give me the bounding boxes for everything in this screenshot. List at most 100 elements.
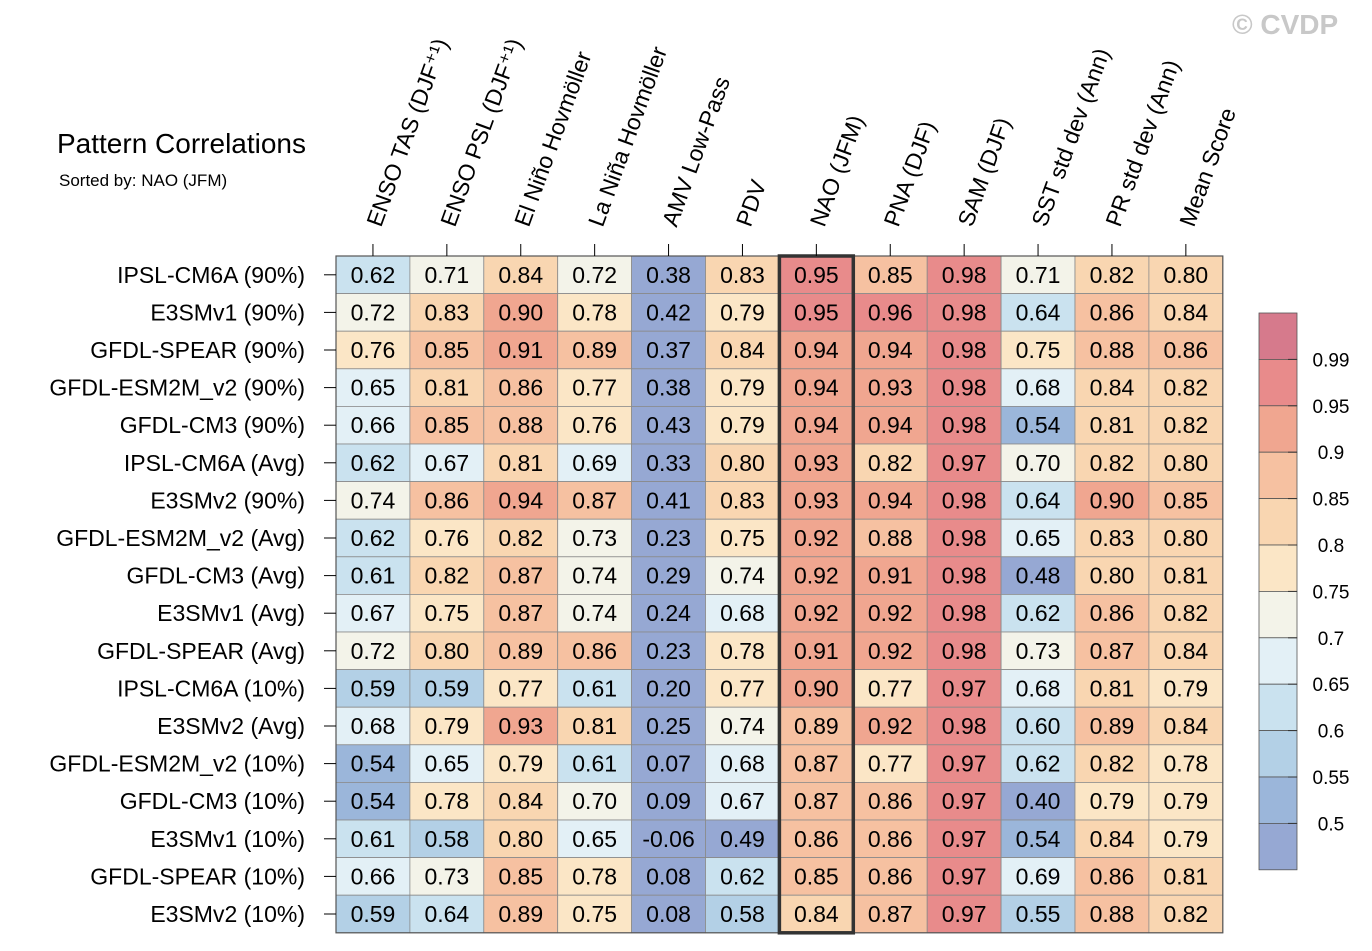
heatmap-cell: [483, 405, 559, 445]
cell-value-label: 0.89: [498, 638, 543, 664]
cell-value-label: 0.72: [351, 299, 396, 325]
heatmap-cell: [779, 330, 854, 370]
cell-value-label: 0.33: [646, 450, 691, 476]
cell-value-label: 0.88: [1090, 901, 1135, 927]
heatmap-cell: [557, 518, 633, 558]
heatmap-cell: [852, 594, 928, 633]
cell-value-label: 0.62: [351, 262, 396, 288]
cell-value-label: 0.41: [646, 487, 691, 513]
row-label: E3SMv2 (Avg): [157, 713, 305, 739]
cell-value-label: 0.62: [1016, 751, 1061, 777]
row-label: GFDL-CM3 (Avg): [127, 563, 306, 589]
cell-value-label: 0.69: [572, 450, 617, 476]
cell-value-label: 0.91: [498, 337, 543, 363]
column-label: ENSO TAS (DJF⁺¹): [361, 35, 453, 230]
row-label: E3SMv1 (10%): [150, 826, 305, 852]
heatmap-cell: [557, 293, 633, 332]
heatmap-cell: [557, 368, 633, 407]
heatmap-cell: [1000, 631, 1076, 670]
cell-value-label: 0.65: [424, 751, 469, 777]
heatmap-cell: [557, 556, 633, 595]
cell-value-label: 0.75: [1016, 337, 1061, 363]
heatmap-cell: [779, 405, 854, 445]
column-label: La Niña Hovmöller: [583, 43, 672, 230]
cell-value-label: 0.92: [794, 600, 839, 626]
colorbar-label: 0.85: [1313, 490, 1350, 511]
heatmap-cell: [557, 631, 633, 670]
cell-value-label: 0.64: [1016, 299, 1061, 325]
cell-value-label: 0.98: [942, 525, 987, 551]
cell-value-label: 0.67: [351, 600, 396, 626]
heatmap-cell: [852, 631, 928, 670]
heatmap-cell: [1000, 481, 1076, 520]
cell-value-label: 0.73: [1016, 638, 1061, 664]
heatmap-cell: [852, 894, 928, 934]
colorbar-segment: [1258, 823, 1298, 871]
heatmap-cell: [1000, 443, 1076, 482]
cell-value-label: 0.98: [942, 375, 987, 401]
heatmap-cell: [631, 330, 706, 370]
heatmap-cell: [483, 368, 559, 407]
row-labels: IPSL-CM6A (90%) E3SMv1 (90%) GFDL-SPEAR (9…: [49, 262, 336, 927]
heatmap-cell: [1148, 481, 1224, 520]
heatmap-cell: [1074, 556, 1150, 595]
heatmap-cell: [852, 293, 928, 332]
cell-value-label: 0.92: [868, 713, 913, 739]
cell-value-label: 0.80: [498, 826, 543, 852]
heatmap-cell: [926, 293, 1002, 332]
cell-value-label: 0.97: [942, 751, 987, 777]
cell-value-label: 0.84: [720, 337, 765, 363]
cell-value-label: 0.66: [351, 412, 396, 438]
heatmap-cell: [1074, 706, 1150, 746]
cell-value-label: 0.79: [720, 375, 765, 401]
heatmap-cell: [1148, 368, 1224, 407]
heatmap-cell: [1000, 706, 1076, 746]
colorbar-segment: [1258, 405, 1298, 453]
heatmap-cells: 0.62 0.71 0.84 0.72 0.38 0.83 0.95 0.85 0.98 0.71…: [335, 254, 1224, 935]
cell-value-label: 0.65: [572, 826, 617, 852]
cell-value-label: 0.62: [351, 525, 396, 551]
cell-value-label: 0.68: [1016, 675, 1061, 701]
cell-value-label: 0.58: [720, 901, 765, 927]
cell-value-label: 0.80: [1090, 563, 1135, 589]
cell-value-label: 0.86: [794, 826, 839, 852]
cell-value-label: 0.80: [720, 450, 765, 476]
cell-value-label: 0.86: [424, 487, 469, 513]
colorbar-segment: [1258, 637, 1298, 685]
cell-value-label: 0.84: [1163, 638, 1208, 664]
cell-value-label: 0.82: [1090, 450, 1135, 476]
heatmap-cell: [1148, 443, 1224, 482]
heatmap-cell: [779, 443, 854, 482]
heatmap-cell: [705, 706, 780, 746]
cell-value-label: 0.79: [424, 713, 469, 739]
heatmap-cell: [483, 481, 559, 520]
column-label: PDV: [731, 176, 772, 230]
colorbar-label: 0.65: [1313, 675, 1350, 696]
cell-value-label: 0.61: [572, 751, 617, 777]
cell-value-label: 0.84: [1163, 713, 1208, 739]
heatmap-cell: [705, 669, 780, 708]
cell-value-label: 0.90: [794, 675, 839, 701]
column-label: PNA (DJF): [879, 118, 941, 230]
cell-value-label: 0.48: [1016, 563, 1061, 589]
heatmap-cell: [483, 518, 559, 558]
cell-value-label: 0.62: [351, 450, 396, 476]
cell-value-label: 0.78: [1163, 751, 1208, 777]
cell-value-label: 0.94: [868, 337, 913, 363]
heatmap-cell: [335, 443, 411, 482]
heatmap-cell: [631, 405, 706, 445]
heatmap-cell: [631, 744, 706, 783]
colorbar-segment: [1258, 451, 1298, 500]
cell-value-label: 0.67: [720, 788, 765, 814]
heatmap-cell: [1000, 857, 1076, 896]
cell-value-label: 0.84: [1163, 299, 1208, 325]
cell-value-label: 0.93: [794, 487, 839, 513]
heatmap-cell: [409, 293, 485, 332]
cell-value-label: 0.55: [1016, 901, 1061, 927]
cell-value-label: 0.98: [942, 600, 987, 626]
colorbar: 0.99 0.95 0.9 0.85 0.8 0.75 0.7 0.65 0.6 0.55 0.5: [1258, 312, 1350, 871]
row-label: GFDL-CM3 (10%): [120, 788, 305, 814]
cell-value-label: 0.75: [572, 901, 617, 927]
heatmap-cell: [852, 744, 928, 783]
cell-value-label: 0.94: [794, 337, 839, 363]
